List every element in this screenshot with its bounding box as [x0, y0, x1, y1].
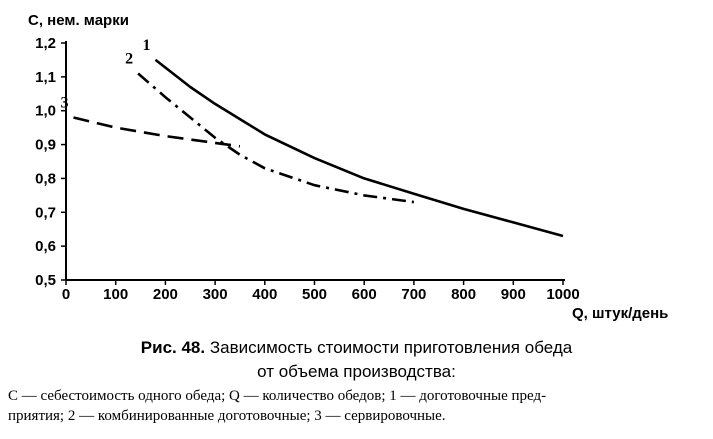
x-tick-label: 500: [302, 286, 327, 303]
y-axis-title: С, нем. марки: [28, 12, 129, 29]
caption-line-2: от объема производства:: [257, 362, 456, 381]
y-tick-label: 0,6: [35, 238, 56, 255]
series-2-line: [137, 72, 415, 204]
x-tick-label: 200: [153, 286, 178, 303]
x-tick-label: 300: [203, 286, 228, 303]
y-tick-label: 0,8: [35, 170, 56, 187]
x-tick-label: 400: [252, 286, 277, 303]
x-tick-label: 0: [62, 286, 70, 303]
x-tick-label: 100: [103, 286, 128, 303]
x-tick-label: 600: [352, 286, 377, 303]
figure-number: Рис. 48.: [140, 338, 206, 357]
y-tick-label: 1,0: [35, 103, 56, 120]
caption-title: Зависимость стоимости приготовления обед…: [209, 338, 573, 357]
series-1-line: [154, 58, 564, 238]
x-tick-label: 1000: [546, 286, 579, 303]
x-tick-label: 700: [401, 286, 426, 303]
legend-note: С — себестоимость одного обеда; Q — коли…: [8, 386, 708, 426]
x-tick-label: 900: [501, 286, 526, 303]
x-tick-label: 800: [451, 286, 476, 303]
legend-note-line-2: приятия; 2 — комбинированные доготовочны…: [8, 408, 446, 424]
axes: [65, 41, 565, 281]
series-lines: [73, 58, 564, 238]
y-tick-label: 0,7: [35, 204, 56, 221]
chart: С, нем. марки Q, штук/день 0,50,60,70,80…: [28, 12, 668, 322]
figure-caption: Рис. 48. Зависимость стоимости приготовл…: [0, 336, 713, 384]
series-3-label: 3: [60, 94, 68, 111]
y-tick-label: 1,2: [35, 35, 56, 52]
caption-line-1: Рис. 48. Зависимость стоимости приготовл…: [0, 336, 713, 360]
legend-note-line-1: С — себестоимость одного обеда; Q — коли…: [8, 388, 547, 404]
y-ticks: 0,5 0,6 0,7 0,8 0,9 1,0 1,1 1,2: [35, 35, 66, 289]
series-1-label: 1: [142, 37, 150, 54]
series-labels: 12 3: [60, 37, 150, 112]
x-ticks: 0 100 200 300 400 500 600 700 800 900 1000: [62, 280, 580, 303]
y-tick-label: 0,5: [35, 272, 56, 289]
x-axis-title: Q, штук/день: [572, 305, 668, 322]
series-3-line: [73, 116, 241, 148]
y-tick-label: 0,9: [35, 137, 56, 154]
y-tick-label: 1,1: [35, 69, 56, 86]
series-2-label: 2: [125, 50, 133, 67]
